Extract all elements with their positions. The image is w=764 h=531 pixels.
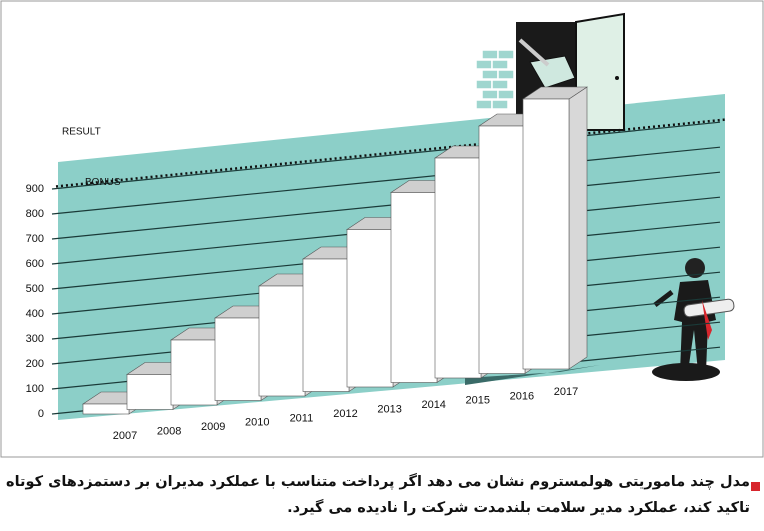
step — [346, 229, 394, 388]
x-tick-label: 2016 — [510, 390, 534, 402]
step — [302, 258, 350, 392]
grid-line — [51, 146, 721, 215]
step — [126, 374, 174, 410]
y-tick-label: 700 — [26, 233, 44, 245]
bonus-line — [55, 118, 726, 188]
step — [434, 157, 482, 379]
x-tick-label: 2011 — [290, 412, 314, 424]
chart: RESULT 0 100 200 300 400 500 600 700 800 900 BONUS… — [0, 0, 764, 458]
y-tick-label: 600 — [26, 258, 44, 270]
x-tick-label: 2013 — [377, 404, 401, 416]
y-tick-label: 900 — [26, 183, 44, 195]
grid-line — [51, 121, 721, 190]
step — [214, 317, 262, 401]
x-tick-label: 2010 — [245, 417, 269, 429]
x-tick-label: 2007 — [113, 430, 137, 442]
step — [390, 192, 438, 383]
y-tick-label: 500 — [26, 283, 44, 295]
x-tick-label: 2015 — [466, 395, 490, 407]
bonus-label: BONUS — [85, 177, 121, 188]
caption-line: مدل چند ماموریتی هولمستروم نشان می دهد ا… — [0, 474, 750, 490]
step — [82, 403, 130, 415]
y-tick-label: 400 — [26, 308, 44, 320]
y-axis-label: RESULT — [62, 127, 101, 138]
x-tick-label: 2009 — [201, 421, 225, 433]
y-tick-label: 0 — [38, 408, 44, 420]
step — [522, 98, 570, 370]
shadow — [465, 365, 600, 385]
y-tick-label: 200 — [26, 358, 44, 370]
y-tick-label: 300 — [26, 333, 44, 345]
caption-line: تاکید کند، عملکرد مدیر سلامت بلندمدت شرک… — [287, 500, 750, 516]
x-tick-label: 2012 — [333, 408, 357, 420]
step — [170, 339, 218, 406]
grid-line — [51, 171, 721, 240]
step — [478, 125, 526, 374]
x-tick-label: 2017 — [554, 386, 578, 398]
bullet — [751, 482, 760, 491]
x-tick-label: 2008 — [157, 426, 181, 438]
x-tick-label: 2014 — [421, 399, 445, 411]
step — [258, 285, 306, 397]
y-tick-label: 100 — [26, 383, 44, 395]
y-tick-label: 800 — [26, 208, 44, 220]
step-side — [568, 86, 588, 370]
